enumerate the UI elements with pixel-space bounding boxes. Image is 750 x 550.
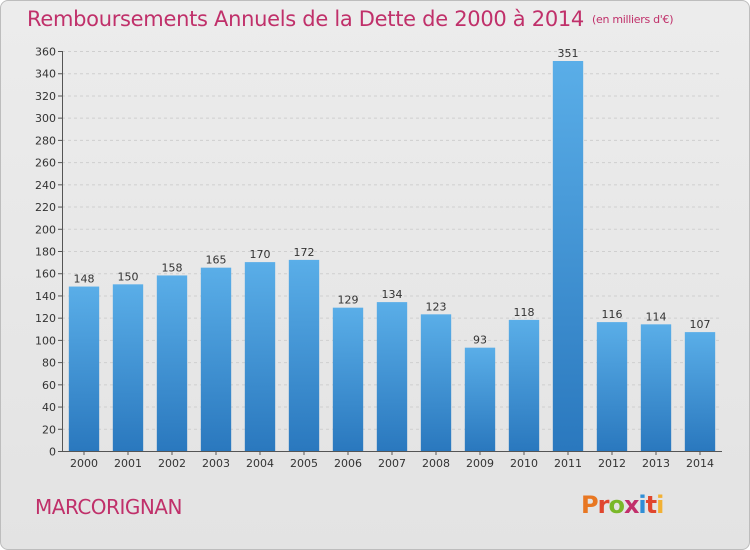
data-label-2003: 165 [206,254,227,267]
y-tick-label: 300 [35,112,56,125]
chart-title-text: Remboursements Annuels de la Dette de 20… [27,7,584,31]
x-tick-label-2001: 2001 [114,457,142,470]
x-tick-label-2005: 2005 [290,457,318,470]
bar-2007 [376,302,408,451]
y-tick-label: 220 [35,201,56,214]
logo-letter: i [656,491,664,519]
x-tick-label-2012: 2012 [598,457,626,470]
x-tick-label-2002: 2002 [158,457,186,470]
bar-2001 [112,284,144,451]
y-tick-label: 180 [35,246,56,259]
data-label-2005: 172 [294,246,315,259]
bar-2013 [640,324,672,451]
y-tick-label: 40 [42,401,56,414]
data-label-2011: 351 [558,47,579,60]
x-tick-label-2000: 2000 [70,457,98,470]
bar-2011 [552,61,584,451]
logo-letter: o [608,491,624,519]
y-tick-label: 280 [35,134,56,147]
data-label-2002: 158 [162,261,183,274]
labels: 0 20 40 60 80 100 120 140 160 180 200 220 240 260 280 3… [35,46,714,471]
x-tick-label-2007: 2007 [378,457,406,470]
data-label-2009: 93 [473,334,487,347]
logo-letter: P [581,491,599,519]
y-tick-label: 20 [42,423,56,436]
bars [68,61,716,451]
data-label-2014: 107 [690,318,711,331]
y-tick-label: 80 [42,357,56,370]
bar-2003 [200,267,232,451]
y-tick-label: 100 [35,334,56,347]
y-tick-label: 360 [35,46,56,59]
x-tick-label-2006: 2006 [334,457,362,470]
y-tick-label: 260 [35,157,56,170]
data-label-2013: 114 [646,310,667,323]
y-tick-label: 200 [35,223,56,236]
axes [58,51,722,455]
data-label-2008: 123 [426,300,447,313]
bar-2014 [684,332,716,451]
y-tick-label: 140 [35,290,56,303]
logo-letter: i [638,491,646,519]
bar-2002 [156,275,188,451]
x-tick-label-2011: 2011 [554,457,582,470]
x-tick-label-2004: 2004 [246,457,274,470]
bar-2009 [464,347,496,451]
data-label-2001: 150 [118,270,139,283]
data-label-2000: 148 [74,273,95,286]
bar-2012 [596,322,628,451]
y-tick-label: 340 [35,68,56,81]
logo-letter: t [645,491,658,519]
bar-2004 [244,262,276,451]
data-label-2012: 116 [602,308,623,321]
y-tick-label: 120 [35,312,56,325]
x-tick-label-2014: 2014 [686,457,714,470]
bar-2005 [288,259,320,451]
logo-letter: x [623,491,640,519]
x-tick-label-2003: 2003 [202,457,230,470]
bar-2006 [332,307,364,451]
x-tick-label-2008: 2008 [422,457,450,470]
x-tick-label-2009: 2009 [466,457,494,470]
y-tick-label: 320 [35,90,56,103]
data-label-2006: 129 [338,294,359,307]
bar-2010 [508,319,540,451]
data-label-2004: 170 [250,248,271,261]
x-tick-label-2010: 2010 [510,457,538,470]
x-tick-label-2013: 2013 [642,457,670,470]
proxiti-logo[interactable]: Proxiti [581,491,664,519]
y-tick-label: 60 [42,379,56,392]
y-tick-label: 0 [49,446,56,459]
data-label-2010: 118 [514,306,535,319]
chart-title: Remboursements Annuels de la Dette de 20… [27,7,673,31]
commune-name: MARCORIGNAN [35,495,182,519]
data-label-2007: 134 [382,288,403,301]
y-tick-label: 240 [35,179,56,192]
chart-unit-label: (en milliers d'€) [592,13,674,26]
bar-2008 [420,314,452,451]
bar-2000 [68,286,100,451]
y-tick-label: 160 [35,268,56,281]
logo-letter: r [597,491,610,519]
